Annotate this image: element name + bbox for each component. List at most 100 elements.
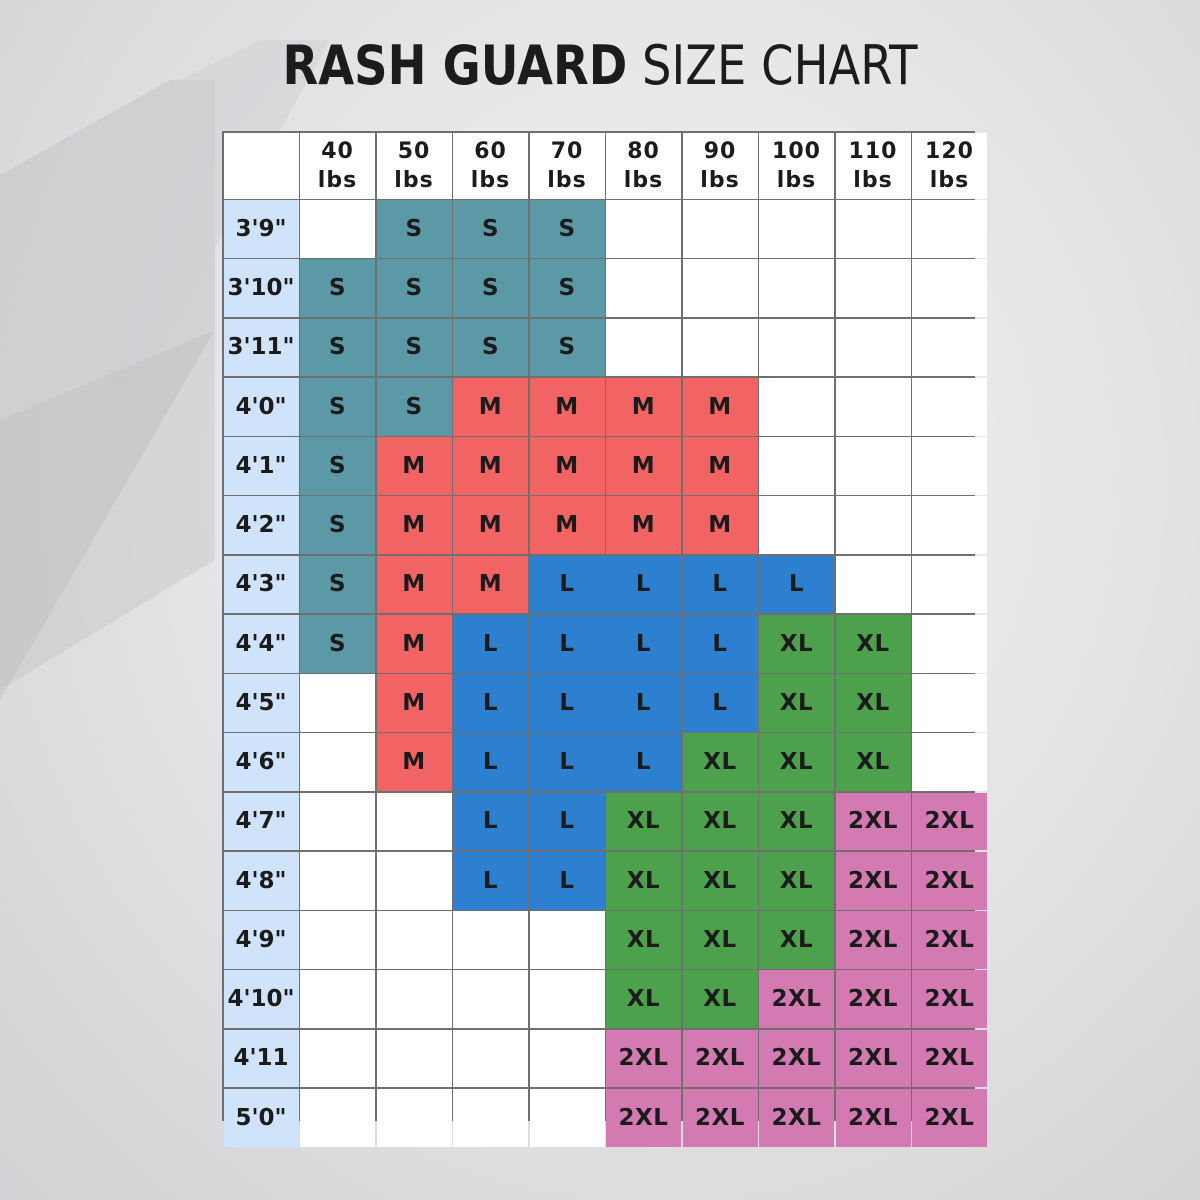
weight-unit: lbs: [929, 167, 970, 193]
empty-cell: [835, 437, 911, 495]
empty-cell: [759, 318, 834, 377]
size-cell: S: [376, 377, 452, 436]
empty-cell: [759, 200, 834, 258]
empty-cell: [300, 1029, 375, 1088]
empty-cell: [912, 733, 987, 791]
size-cell: XL: [682, 851, 758, 910]
size-cell: S: [529, 318, 605, 377]
chart-title-bold: RASH GUARD: [282, 34, 628, 97]
size-cell: S: [300, 614, 375, 673]
size-cell: S: [529, 200, 605, 258]
empty-cell: [300, 792, 375, 851]
size-cell: XL: [759, 674, 834, 732]
empty-cell: [759, 259, 834, 317]
weight-header: 70 lbs: [529, 132, 605, 199]
size-cell: L: [529, 733, 605, 791]
size-cell: L: [682, 674, 758, 732]
size-cell: M: [606, 377, 681, 436]
size-cell: L: [529, 674, 605, 732]
weight-header: 120 lbs: [912, 132, 987, 199]
height-label: 4'4": [223, 614, 299, 673]
size-cell: M: [606, 437, 681, 495]
size-cell: 2XL: [912, 792, 987, 851]
weight-value: 80: [627, 138, 660, 164]
empty-cell: [835, 496, 911, 554]
empty-cell: [835, 259, 911, 317]
empty-cell: [835, 555, 911, 614]
empty-cell: [453, 911, 528, 969]
size-cell: M: [453, 437, 528, 495]
weight-value: 110: [848, 138, 898, 164]
empty-cell: [606, 318, 681, 377]
empty-cell: [912, 437, 987, 495]
size-cell: 2XL: [912, 911, 987, 969]
weight-value: 90: [703, 138, 737, 164]
empty-cell: [759, 437, 834, 495]
empty-cell: [453, 970, 528, 1028]
weight-header: 50 lbs: [376, 132, 452, 199]
empty-cell: [376, 1029, 452, 1088]
empty-cell: [529, 970, 605, 1028]
size-cell: 2XL: [835, 792, 911, 851]
size-cell: 2XL: [835, 1088, 911, 1147]
size-cell: M: [376, 496, 452, 554]
empty-cell: [912, 555, 987, 614]
size-cell: XL: [835, 733, 911, 791]
empty-cell: [453, 1088, 528, 1147]
size-cell: 2XL: [835, 851, 911, 910]
size-cell: L: [529, 851, 605, 910]
height-label: 3'11": [223, 318, 299, 377]
weight-unit: lbs: [623, 167, 664, 193]
height-label: 3'10": [223, 259, 299, 317]
size-cell: M: [453, 377, 528, 436]
chart-title-light: SIZE CHART: [642, 34, 918, 97]
empty-cell: [300, 733, 375, 791]
size-cell: M: [682, 437, 758, 495]
size-cell: L: [453, 674, 528, 732]
empty-cell: [835, 377, 911, 436]
empty-cell: [835, 200, 911, 258]
height-label: 4'10": [223, 970, 299, 1028]
size-cell: M: [376, 437, 452, 495]
size-cell: S: [300, 496, 375, 554]
size-cell: S: [300, 437, 375, 495]
size-cell: XL: [759, 792, 834, 851]
size-cell: 2XL: [835, 970, 911, 1028]
empty-cell: [912, 496, 987, 554]
weight-value: 70: [550, 138, 584, 164]
weight-header: 80 lbs: [606, 132, 681, 199]
size-cell: 2XL: [912, 1088, 987, 1147]
size-cell: L: [606, 614, 681, 673]
empty-cell: [300, 1088, 375, 1147]
size-cell: 2XL: [912, 1029, 987, 1088]
empty-cell: [300, 851, 375, 910]
size-cell: 2XL: [606, 1029, 681, 1088]
size-cell: XL: [759, 851, 834, 910]
weight-value: 100: [772, 138, 821, 164]
size-cell: 2XL: [682, 1088, 758, 1147]
size-cell: L: [453, 733, 528, 791]
height-label: 4'9": [223, 911, 299, 969]
weight-unit: lbs: [394, 167, 434, 193]
empty-cell: [376, 851, 452, 910]
size-cell: L: [529, 792, 605, 851]
size-cell: M: [529, 377, 605, 436]
size-cell: M: [453, 496, 528, 554]
weight-header: 110 lbs: [835, 132, 911, 199]
size-cell: M: [376, 674, 452, 732]
empty-cell: [606, 200, 681, 258]
height-label: 5'0": [223, 1088, 299, 1147]
height-label: 4'1": [223, 437, 299, 495]
size-cell: S: [376, 259, 452, 317]
empty-cell: [759, 377, 834, 436]
weight-header: 40 lbs: [300, 132, 375, 199]
size-chart-table: 40 lbs 50 lbs 60 lbs 70 lbs 80 lbs 90 lbs 100 lbs 110 l…: [222, 131, 987, 1147]
size-cell: XL: [682, 970, 758, 1028]
size-cell: 2XL: [912, 851, 987, 910]
size-cell: XL: [682, 792, 758, 851]
size-cell: L: [682, 555, 758, 614]
size-cell: XL: [606, 970, 681, 1028]
weight-header: 60 lbs: [453, 132, 528, 199]
empty-cell: [912, 674, 987, 732]
height-label: 4'7": [223, 792, 299, 851]
